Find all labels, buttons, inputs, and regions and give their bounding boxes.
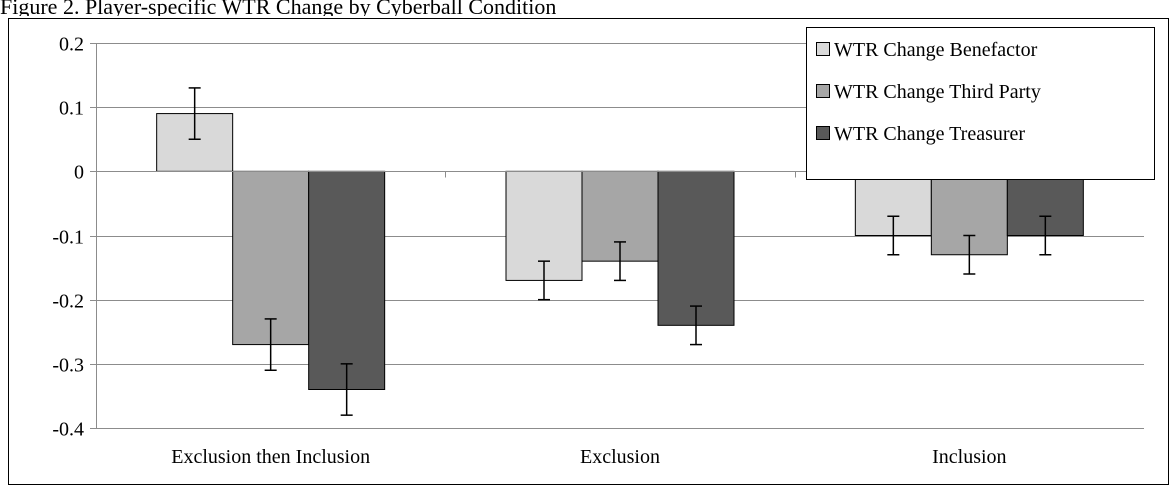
bar [657, 170, 735, 326]
error-bars [188, 87, 1052, 416]
legend-label: WTR Change Treasurer [834, 123, 1025, 145]
x-tick-label: Exclusion then Inclusion [171, 446, 370, 468]
x-axis-tick-labels: Exclusion then Inclusion Exclusion Inclusi… [171, 446, 1006, 468]
y-tick-label: -0.3 [52, 355, 84, 377]
legend-label: WTR Change Third Party [834, 81, 1041, 103]
y-tick-label: -0.2 [52, 291, 84, 313]
x-tick-label: Exclusion [580, 446, 660, 468]
figure-title: Figure 2. Player-specific WTR Change by … [0, 0, 557, 16]
legend-box [806, 27, 1155, 180]
legend-swatch [816, 126, 830, 140]
bar [308, 170, 386, 390]
y-axis-tick-labels: 0.2 0.1 0 -0.1 -0.2 -0.3 -0.4 [52, 34, 84, 441]
legend-swatch [816, 42, 830, 56]
y-tick-label: 0.2 [59, 34, 84, 56]
legend-label: WTR Change Benefactor [834, 39, 1038, 61]
legend-swatch [816, 84, 830, 98]
y-tick-label: -0.1 [52, 227, 84, 249]
legend: WTR Change Benefactor WTR Change Third Pa… [806, 27, 1155, 180]
y-tick-label: 0 [74, 162, 84, 184]
y-tick-label: -0.4 [52, 419, 84, 441]
bar [232, 170, 310, 346]
x-tick-label: Inclusion [932, 446, 1006, 468]
y-tick-label: 0.1 [59, 98, 84, 120]
